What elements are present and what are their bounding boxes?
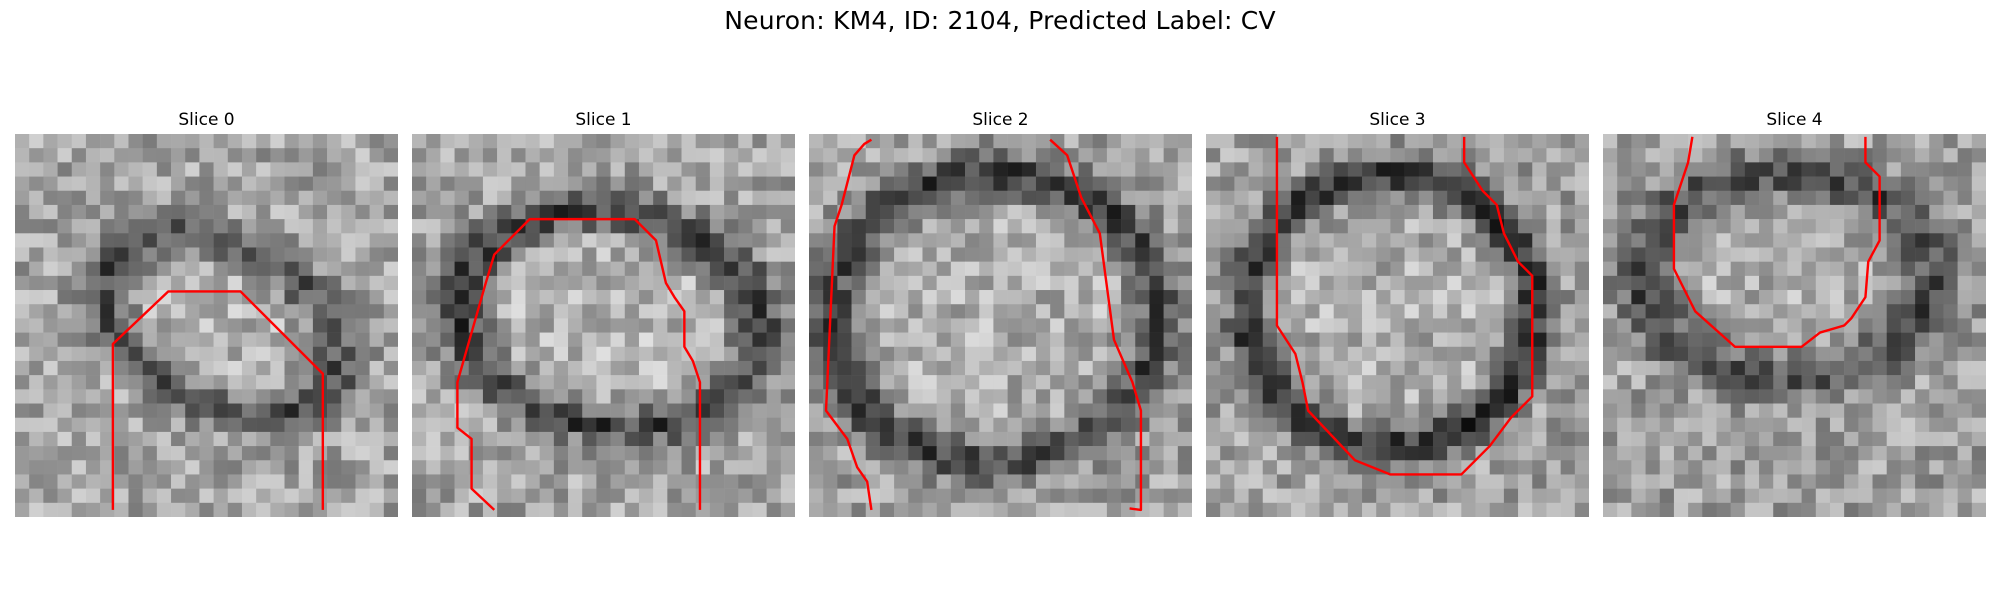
slice-image-3	[1206, 134, 1589, 517]
slice-title-0: Slice 0	[15, 108, 398, 134]
slice-image-1	[412, 134, 795, 517]
slice-panel-3: Slice 3	[1206, 108, 1589, 517]
slice-image-2	[809, 134, 1192, 517]
slice-title-4: Slice 4	[1603, 108, 1986, 134]
slice-image-4	[1603, 134, 1986, 517]
slice-title-2: Slice 2	[809, 108, 1192, 134]
slice-title-3: Slice 3	[1206, 108, 1589, 134]
slice-panel-1: Slice 1	[412, 108, 795, 517]
slice-panel-0: Slice 0	[15, 108, 398, 517]
slice-panel-4: Slice 4	[1603, 108, 1986, 517]
slice-panel-2: Slice 2	[809, 108, 1192, 517]
slice-title-1: Slice 1	[412, 108, 795, 134]
slice-image-0	[15, 134, 398, 517]
figure-title: Neuron: KM4, ID: 2104, Predicted Label: …	[0, 6, 2000, 35]
